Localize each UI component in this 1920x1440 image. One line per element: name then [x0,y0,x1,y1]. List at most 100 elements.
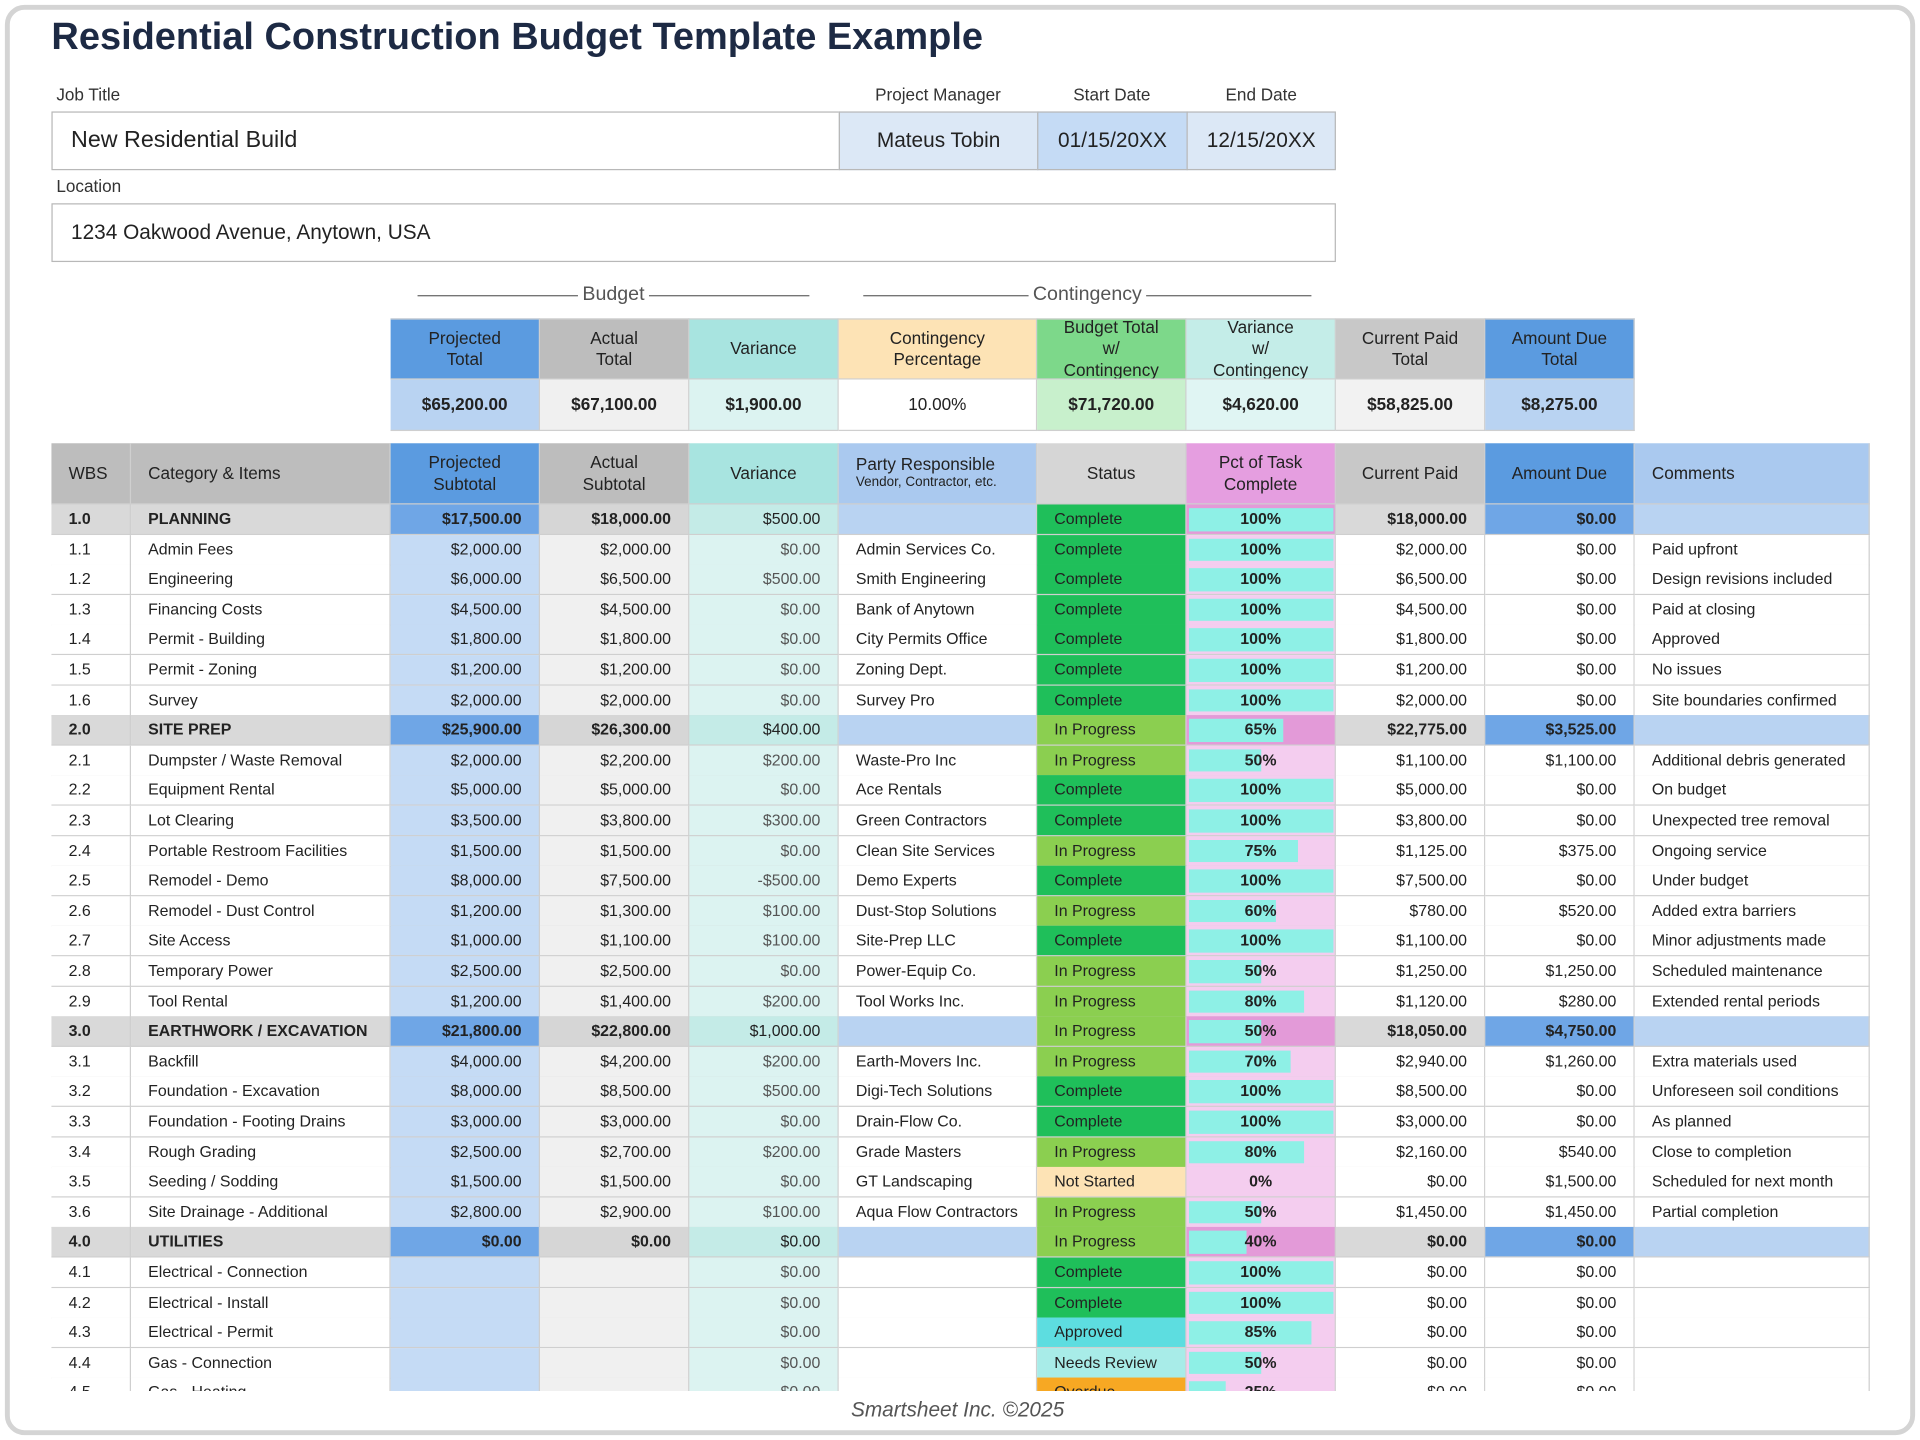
table-cell: $0.00 [689,1287,839,1319]
column-header: WBS [51,443,132,505]
table-cell: Complete [1037,865,1187,897]
cell-text: In Progress [1054,1141,1136,1161]
table-cell: $8,500.00 [1335,1076,1486,1108]
table-cell: $2,200.00 [540,745,690,777]
table-cell: $3,800.00 [1335,805,1486,837]
table-cell: $8,500.00 [540,1076,690,1108]
table-cell: In Progress [1037,1137,1187,1168]
cell-text: Scheduled maintenance [1651,961,1823,980]
table-cell: In Progress [1037,1016,1187,1048]
table-cell: $520.00 [1485,896,1635,927]
table-cell: UTILITIES [131,1227,391,1259]
cell-text: $200.00 [762,1051,821,1070]
cell-text: $1,800.00 [600,629,672,649]
cell-text: 3.0 [68,1021,91,1040]
cell-text: Complete [1054,599,1123,619]
cell-text: Admin Services Co. [855,539,996,558]
table-cell: Drain-Flow Co. [838,1106,1038,1138]
cell-text: Permit - Zoning [148,659,257,679]
table-cell: $200.00 [689,986,839,1018]
cell-text: $4,500.00 [1396,599,1467,619]
table-cell [390,1257,541,1289]
table-cell: $1,000.00 [390,926,541,957]
progress-bar [1188,508,1334,531]
cell-text: $2,500.00 [450,961,522,980]
table-cell: 3.3 [51,1106,132,1138]
percent-label: 50% [1244,1202,1277,1221]
table-cell: 0% [1186,1167,1336,1198]
table-cell: $0.00 [689,1317,839,1349]
table-cell: Complete [1037,534,1187,566]
cell-text: Gas - Connection [148,1352,273,1372]
table-cell: Bank of Anytown [838,594,1038,626]
table-cell: 2.4 [51,835,132,867]
table-cell: $1,800.00 [390,624,541,656]
cell-text: Temporary Power [148,961,273,980]
cell-text: 2.0 [68,720,91,739]
progress-bar [1188,1140,1305,1164]
table-cell: 50% [1186,1197,1336,1229]
cell-text: Minor adjustments made [1651,930,1827,950]
table-cell: Lot Clearing [131,805,391,837]
table-cell: Complete [1037,775,1187,807]
header-text: Pct of Task Complete [1218,451,1303,493]
cell-text: 3.6 [68,1202,91,1221]
cell-text: $0.00 [780,1352,821,1372]
table-cell: $2,160.00 [1335,1137,1486,1168]
cell-text: 1.3 [68,599,91,619]
cell-text: $0.00 [1576,629,1617,649]
cell-text: $8,000.00 [450,1081,522,1100]
cell-text: Close to completion [1651,1141,1792,1161]
cell-text: $1,250.00 [1545,961,1617,980]
cell-text: $0.00 [780,659,821,679]
cell-text: Scheduled for next month [1651,1171,1834,1191]
table-cell: Grade Masters [838,1137,1038,1168]
cell-text: $2,500.00 [600,961,672,980]
progress-bar [1188,688,1334,712]
table-cell: $4,500.00 [1335,594,1486,626]
cell-text: $0.00 [780,539,821,558]
table-cell: 100% [1186,1287,1336,1319]
header-note: Vendor, Contractor, etc. [855,475,997,491]
cell-text: $1,120.00 [1396,991,1467,1010]
column-header: Comments [1634,443,1870,505]
table-cell: 100% [1186,865,1336,897]
table-cell: $0.00 [1485,1378,1635,1392]
header-text: Category & Items [148,462,281,483]
table-cell: $300.00 [689,805,839,837]
table-cell: Unforeseen soil conditions [1634,1076,1870,1108]
table-cell: Tool Rental [131,986,391,1018]
progress-bar [1188,1110,1334,1134]
cell-text: Power-Equip Co. [855,961,977,980]
cell-text: $7,500.00 [600,870,672,890]
table-cell: In Progress [1037,986,1187,1018]
cell-text: $1,500.00 [600,1171,672,1191]
table-cell [540,1317,690,1349]
table-cell: Dumpster / Waste Removal [131,745,391,777]
table-cell: Not Started [1037,1167,1187,1198]
table-cell: $0.00 [1335,1167,1486,1198]
table-cell: Overdue [1037,1378,1187,1392]
cell-text: $2,000.00 [600,690,672,709]
percent-label: 100% [1240,659,1281,679]
percent-label: 50% [1244,961,1277,980]
cell-text: $2,000.00 [450,690,522,709]
table-cell: $3,000.00 [540,1106,690,1138]
table-cell: $2,500.00 [540,956,690,988]
cell-text: Under budget [1651,870,1749,890]
progress-bar [1188,1291,1334,1315]
summary-value: $4,620.00 [1186,379,1336,432]
cell-text: $1,400.00 [600,991,672,1010]
table-cell: $0.00 [689,956,839,988]
cell-text: $0.00 [1576,1262,1617,1281]
cell-text: $0.00 [1576,1081,1617,1100]
cell-text: $0.00 [1427,1262,1467,1281]
cell-text: Digi-Tech Solutions [855,1081,993,1100]
table-cell: $1,100.00 [540,926,690,957]
progress-bar [1188,598,1334,622]
table-cell: 1.3 [51,594,132,626]
table-cell: $5,000.00 [540,775,690,807]
table-cell: Earth-Movers Inc. [838,1046,1038,1078]
table-cell: 50% [1186,956,1336,988]
